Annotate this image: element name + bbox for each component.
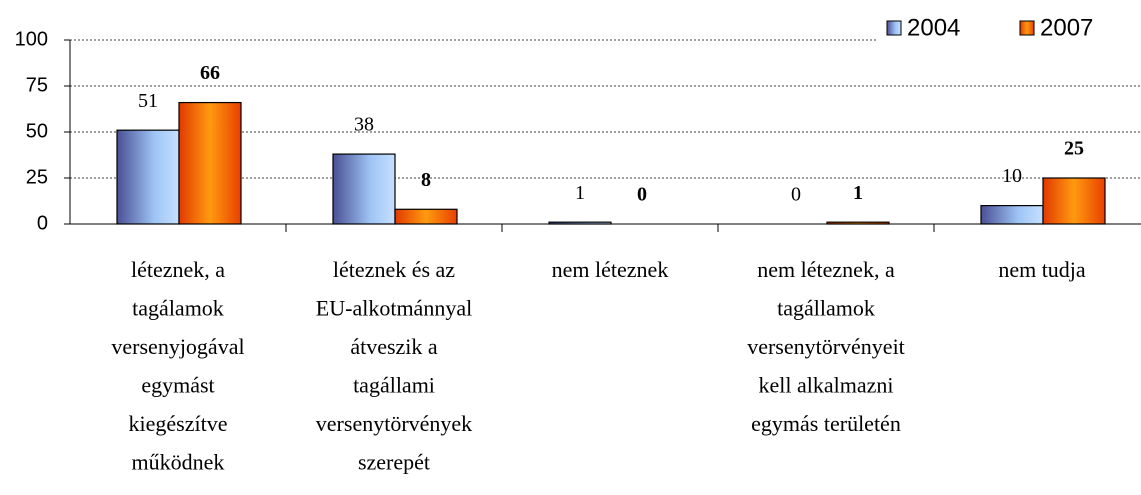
bar bbox=[548, 221, 612, 225]
legend-label: 2007 bbox=[1040, 14, 1093, 41]
legend-swatch bbox=[886, 20, 902, 36]
bar bbox=[826, 221, 890, 225]
bar bbox=[1042, 177, 1106, 225]
bar bbox=[178, 101, 242, 225]
value-label: 0 bbox=[637, 184, 647, 206]
x-tick-label: nem tudja bbox=[998, 257, 1086, 282]
value-label: 0 bbox=[791, 184, 801, 206]
y-tick-label: 25 bbox=[26, 166, 48, 188]
value-label: 25 bbox=[1064, 138, 1084, 160]
value-label: 38 bbox=[354, 114, 374, 136]
value-label: 8 bbox=[421, 169, 431, 191]
x-tick-label: nem léteznek bbox=[552, 257, 669, 282]
legend-label: 2004 bbox=[907, 14, 960, 41]
value-label: 66 bbox=[200, 62, 220, 84]
bar bbox=[394, 208, 458, 225]
y-tick-label: 75 bbox=[26, 74, 48, 96]
value-label: 1 bbox=[575, 182, 585, 204]
bar bbox=[980, 205, 1044, 225]
value-label: 51 bbox=[138, 90, 158, 112]
bar bbox=[332, 153, 396, 225]
x-tick-label: nem léteznek, a tagállamok versenytörvénye… bbox=[747, 257, 905, 436]
value-label: 1 bbox=[853, 182, 863, 204]
legend-box bbox=[876, 8, 1141, 44]
legend-swatch bbox=[1019, 20, 1035, 36]
value-label: 10 bbox=[1002, 165, 1022, 187]
y-tick-label: 50 bbox=[26, 120, 48, 142]
x-tick-label: léteznek, a tagálamok versenyjogával egymás… bbox=[111, 257, 244, 475]
y-tick-label: 0 bbox=[37, 212, 48, 234]
bar bbox=[116, 129, 180, 225]
y-tick-label: 100 bbox=[15, 28, 48, 50]
